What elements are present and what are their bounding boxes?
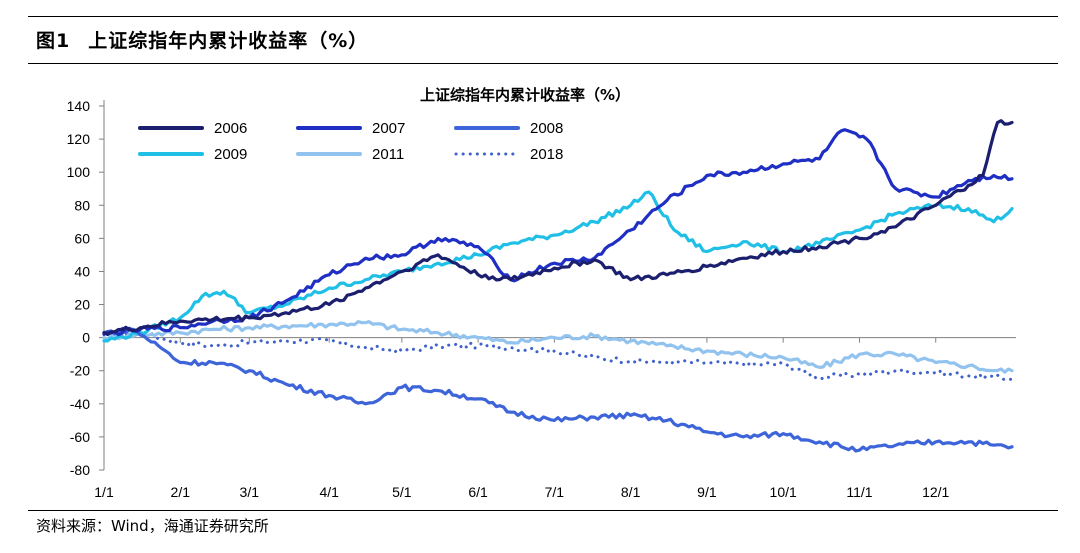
figure-title: 上证综指年内累计收益率（%）: [88, 30, 369, 52]
legend-label-2008: 2008: [530, 120, 563, 137]
y-tick-label: -40: [70, 396, 90, 412]
y-tick-label: 20: [74, 297, 90, 313]
series-line-2018: [102, 329, 1014, 382]
chart-legend: 2006 2007 2008 2009 2011 2018: [138, 120, 563, 163]
source-note: 资料来源：Wind，海通证券研究所: [36, 517, 269, 535]
y-tick-label: -20: [70, 363, 90, 379]
legend-label-2009: 2009: [214, 146, 247, 163]
x-tick-label: 10/1: [770, 484, 797, 500]
legend-label-2007: 2007: [372, 120, 405, 137]
x-tick-label: 1/1: [94, 484, 114, 500]
x-tick-label: 5/1: [392, 484, 412, 500]
x-tick-label: 9/1: [697, 484, 717, 500]
y-tick-label: 120: [67, 131, 91, 147]
x-tick-label: 11/1: [846, 484, 872, 500]
x-tick-label: 12/1: [922, 484, 949, 500]
series-line-2011: [102, 320, 1014, 374]
y-tick-label: -80: [70, 462, 90, 478]
chart-series: [102, 119, 1014, 453]
legend-label-2006: 2006: [214, 120, 247, 137]
series-line-2007: [102, 128, 1014, 337]
y-tick-label: 100: [67, 164, 91, 180]
x-tick-label: 3/1: [240, 484, 260, 500]
x-tick-label: 6/1: [468, 484, 488, 500]
y-tick-label: 80: [74, 197, 90, 213]
figure-header-rule: [28, 63, 1058, 64]
y-tick-label: 60: [74, 230, 90, 246]
figure-caption: 图1 上证综指年内累计收益率（%）: [36, 26, 368, 53]
figure-bottom-rule: [28, 510, 1058, 511]
y-tick-label: 40: [74, 263, 90, 279]
series-line-2008: [102, 326, 1014, 453]
figure-top-rule: [28, 16, 1058, 17]
y-tick-label: 140: [67, 98, 91, 114]
figure-number: 图1: [36, 30, 71, 52]
legend-label-2011: 2011: [372, 146, 404, 163]
y-tick-label: 0: [82, 330, 90, 346]
x-tick-label: 4/1: [319, 484, 339, 500]
x-tick-label: 7/1: [545, 484, 565, 500]
legend-label-2018: 2018: [530, 146, 563, 163]
series-line-2009: [102, 190, 1014, 343]
chart-title: 上证综指年内累计收益率（%）: [420, 86, 630, 104]
x-tick-label: 8/1: [621, 484, 641, 500]
y-tick-label: -60: [70, 429, 90, 445]
x-tick-label: 2/1: [171, 484, 191, 500]
series-line-2006: [102, 119, 1014, 337]
